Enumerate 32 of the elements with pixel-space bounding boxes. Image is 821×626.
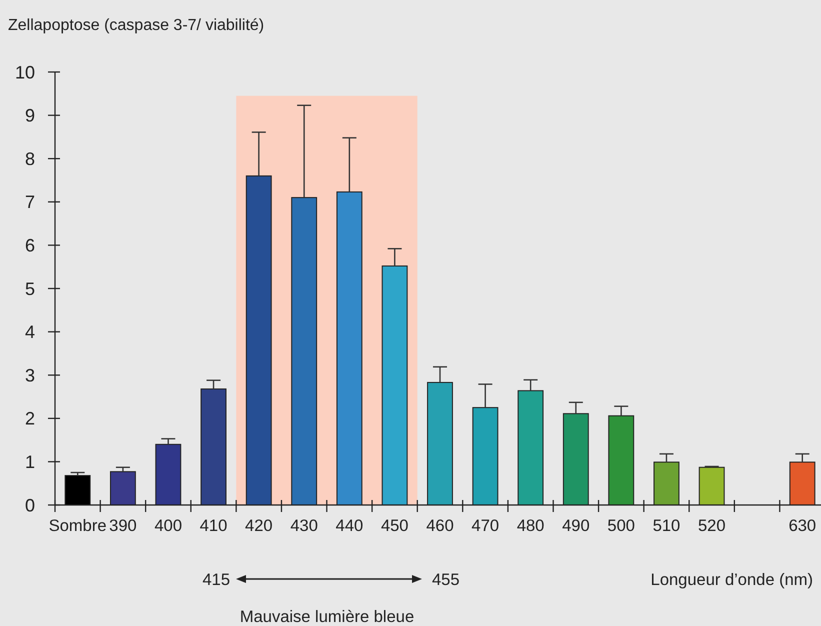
x-tick-label: 440	[336, 517, 364, 535]
x-tick-label: 460	[426, 517, 454, 535]
x-tick-label: Sombre	[48, 517, 107, 535]
x-tick-label: 510	[652, 517, 680, 535]
y-tick-label: 7	[24, 192, 35, 212]
x-tick-label: 400	[154, 517, 182, 535]
y-tick-label: 6	[24, 236, 35, 256]
y-axis-title: Zellapoptose (caspase 3-7/ viabilité)	[8, 17, 264, 34]
x-tick-label: 480	[516, 517, 544, 535]
x-tick-label: 630	[788, 517, 816, 535]
y-tick-label: 9	[24, 106, 35, 126]
y-tick-label: 10	[14, 62, 35, 82]
y-tick-label: 3	[24, 365, 35, 386]
x-tick-label: 390	[109, 517, 137, 535]
y-tick-label: 1	[24, 452, 35, 472]
x-tick-label: 470	[472, 517, 500, 535]
y-tick-label: 0	[24, 495, 35, 516]
x-axis-title: Longueur d’onde (nm)	[650, 571, 813, 589]
x-tick-label: 490	[562, 517, 590, 535]
y-tick-label: 8	[24, 148, 35, 169]
text: 415	[202, 571, 230, 589]
text: Mauvaise lumière bleue	[240, 608, 414, 626]
x-tick-label: 520	[698, 517, 726, 535]
x-tick-label: 450	[380, 517, 408, 535]
x-tick-label: 430	[290, 517, 318, 535]
y-tick-label: 2	[24, 408, 35, 429]
x-tick-label: 410	[200, 517, 228, 535]
text: 455	[432, 571, 460, 589]
y-tick-label: 4	[24, 322, 35, 342]
x-tick-label: 500	[607, 517, 635, 535]
y-tick-label: 5	[24, 278, 35, 299]
x-tick-label: 420	[245, 517, 273, 535]
